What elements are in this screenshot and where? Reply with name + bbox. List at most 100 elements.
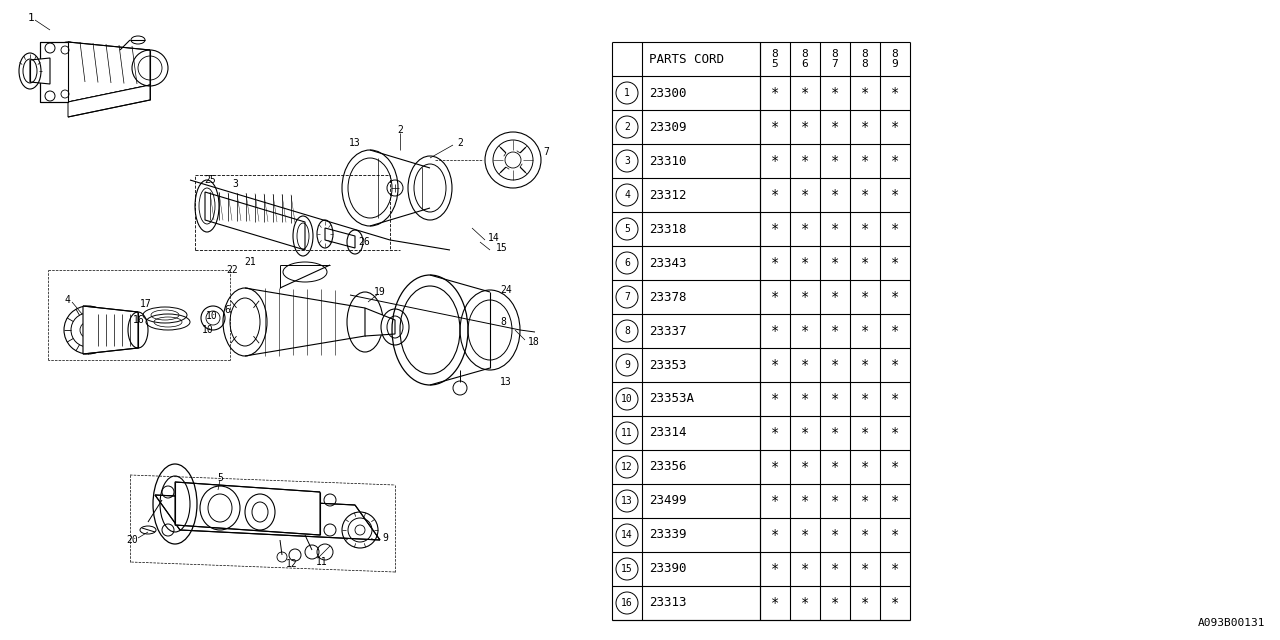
Text: 22: 22 <box>227 265 238 275</box>
Text: *: * <box>801 494 809 508</box>
Text: *: * <box>771 392 780 406</box>
Text: 1: 1 <box>28 13 35 23</box>
Text: 5: 5 <box>625 224 630 234</box>
Text: 3: 3 <box>625 156 630 166</box>
Text: 2: 2 <box>397 125 403 135</box>
Text: 12: 12 <box>621 462 632 472</box>
Text: A093B00131: A093B00131 <box>1198 618 1265 628</box>
Text: *: * <box>801 256 809 270</box>
Text: *: * <box>861 426 869 440</box>
Text: *: * <box>831 528 840 542</box>
Text: 20: 20 <box>127 535 138 545</box>
Text: *: * <box>801 596 809 610</box>
Text: 8
5: 8 5 <box>772 49 778 68</box>
Text: *: * <box>801 392 809 406</box>
Text: *: * <box>771 358 780 372</box>
Polygon shape <box>175 482 320 535</box>
Text: 9: 9 <box>381 533 388 543</box>
Text: 7: 7 <box>625 292 630 302</box>
Text: *: * <box>891 392 899 406</box>
Text: 5: 5 <box>218 473 223 483</box>
Text: 6: 6 <box>625 258 630 268</box>
Text: *: * <box>801 154 809 168</box>
Polygon shape <box>365 308 396 336</box>
Text: *: * <box>861 222 869 236</box>
Text: 23499: 23499 <box>649 495 686 508</box>
Text: *: * <box>801 426 809 440</box>
Text: *: * <box>891 120 899 134</box>
Text: *: * <box>771 256 780 270</box>
Text: 23309: 23309 <box>649 120 686 134</box>
Text: *: * <box>861 256 869 270</box>
Polygon shape <box>40 42 68 102</box>
Polygon shape <box>205 192 305 250</box>
Text: 16: 16 <box>621 598 632 608</box>
Text: *: * <box>861 358 869 372</box>
Text: *: * <box>801 290 809 304</box>
Text: *: * <box>861 460 869 474</box>
Text: 23378: 23378 <box>649 291 686 303</box>
Text: *: * <box>771 120 780 134</box>
Text: 2: 2 <box>625 122 630 132</box>
Text: *: * <box>831 86 840 100</box>
Text: 13: 13 <box>500 377 512 387</box>
Text: 13: 13 <box>349 138 361 148</box>
Polygon shape <box>68 85 150 117</box>
Text: 10: 10 <box>206 311 218 321</box>
Text: *: * <box>801 188 809 202</box>
Text: 25: 25 <box>204 175 216 185</box>
Text: 12: 12 <box>287 559 298 569</box>
Text: 23300: 23300 <box>649 86 686 99</box>
Text: 23337: 23337 <box>649 324 686 337</box>
Text: *: * <box>861 494 869 508</box>
Text: *: * <box>831 494 840 508</box>
Text: *: * <box>861 528 869 542</box>
Text: *: * <box>861 596 869 610</box>
Text: *: * <box>831 392 840 406</box>
Text: *: * <box>891 494 899 508</box>
Text: *: * <box>801 528 809 542</box>
Text: *: * <box>831 562 840 576</box>
Text: 16: 16 <box>133 315 145 325</box>
Text: 10: 10 <box>202 325 214 335</box>
Text: *: * <box>771 154 780 168</box>
Text: *: * <box>891 426 899 440</box>
Polygon shape <box>68 42 150 102</box>
Text: *: * <box>831 256 840 270</box>
Text: *: * <box>861 188 869 202</box>
Text: *: * <box>831 188 840 202</box>
Text: 11: 11 <box>621 428 632 438</box>
Text: 23313: 23313 <box>649 596 686 609</box>
Text: 23390: 23390 <box>649 563 686 575</box>
Text: 24: 24 <box>500 285 512 295</box>
Text: *: * <box>771 596 780 610</box>
Text: 8
8: 8 8 <box>861 49 868 68</box>
Polygon shape <box>325 228 355 248</box>
Text: 13: 13 <box>621 496 632 506</box>
Text: 8
6: 8 6 <box>801 49 809 68</box>
Text: *: * <box>801 358 809 372</box>
Text: 10: 10 <box>621 394 632 404</box>
Text: *: * <box>771 290 780 304</box>
Text: 6: 6 <box>224 305 230 315</box>
Text: 23356: 23356 <box>649 461 686 474</box>
Text: 1: 1 <box>625 88 630 98</box>
Text: 23343: 23343 <box>649 257 686 269</box>
Text: *: * <box>771 494 780 508</box>
Text: 15: 15 <box>621 564 632 574</box>
Text: *: * <box>831 358 840 372</box>
Text: *: * <box>861 392 869 406</box>
Text: 17: 17 <box>141 299 152 309</box>
Text: *: * <box>891 562 899 576</box>
Text: *: * <box>771 188 780 202</box>
Text: *: * <box>891 596 899 610</box>
Text: *: * <box>861 562 869 576</box>
Text: *: * <box>891 358 899 372</box>
Text: *: * <box>891 290 899 304</box>
Text: 9: 9 <box>625 360 630 370</box>
Text: *: * <box>891 154 899 168</box>
Text: *: * <box>891 256 899 270</box>
Text: 23318: 23318 <box>649 223 686 236</box>
Text: 21: 21 <box>244 257 256 267</box>
Text: PARTS CORD: PARTS CORD <box>649 52 723 65</box>
